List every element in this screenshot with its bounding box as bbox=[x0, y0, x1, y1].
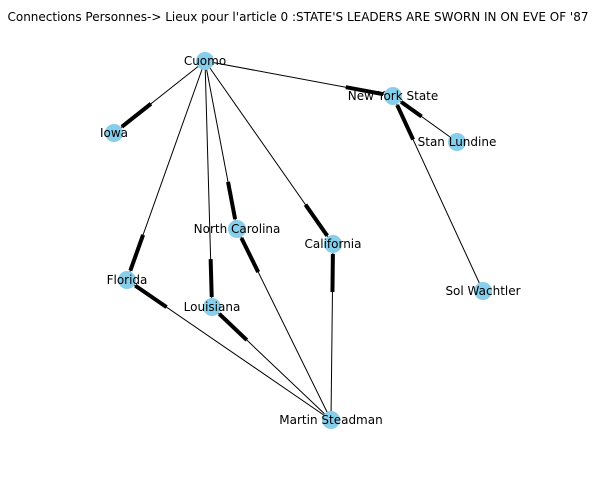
node-label-steadman: Martin Steadman bbox=[279, 413, 382, 427]
edge-arrowhead-steadman-louisiana bbox=[217, 312, 249, 342]
node-wachtler bbox=[474, 282, 492, 300]
node-label-lundine: Stan Lundine bbox=[418, 135, 497, 149]
edge-arrowhead-cuomo-iowa bbox=[120, 102, 153, 129]
node-label-cuomo: Cuomo bbox=[184, 54, 226, 68]
edges-layer bbox=[113, 60, 484, 421]
node-nc bbox=[228, 220, 246, 238]
graph-title: Connections Personnes-> Lieux pour l'art… bbox=[7, 10, 588, 24]
node-iowa bbox=[105, 124, 123, 142]
edge-arrowhead-lundine-nys bbox=[399, 100, 423, 119]
node-louisiana bbox=[203, 298, 221, 316]
node-florida bbox=[118, 271, 136, 289]
node-label-florida: Florida bbox=[107, 273, 148, 287]
edge-arrowhead-steadman-florida bbox=[134, 284, 168, 309]
edge-arrowhead-cuomo-california bbox=[303, 203, 329, 237]
nodes-layer bbox=[105, 52, 492, 429]
edge-arrowhead-steadman-nc bbox=[239, 237, 260, 273]
node-label-nys: New York State bbox=[348, 89, 439, 103]
node-label-louisiana: Louisiana bbox=[184, 300, 241, 314]
node-label-wachtler: Sol Wachtler bbox=[445, 284, 520, 298]
node-cuomo bbox=[196, 52, 214, 70]
edge-arrowhead-cuomo-nys bbox=[345, 85, 384, 97]
labels-layer: Cuomo New York State Iowa Stan Lundine North… bbox=[100, 54, 521, 427]
node-california bbox=[324, 235, 342, 253]
node-label-nc: North Carolina bbox=[194, 222, 281, 236]
node-lundine bbox=[448, 133, 466, 151]
node-nys bbox=[384, 87, 402, 105]
node-label-california: California bbox=[305, 237, 362, 251]
edge-arrowhead-wachtler-nys bbox=[395, 104, 415, 141]
edge-arrowhead-cuomo-florida bbox=[128, 234, 145, 272]
node-steadman bbox=[322, 411, 340, 429]
edge-arrowhead-cuomo-nc bbox=[226, 181, 238, 220]
edge-arrowhead-cuomo-louisiana bbox=[208, 258, 214, 298]
node-label-iowa: Iowa bbox=[100, 126, 128, 140]
